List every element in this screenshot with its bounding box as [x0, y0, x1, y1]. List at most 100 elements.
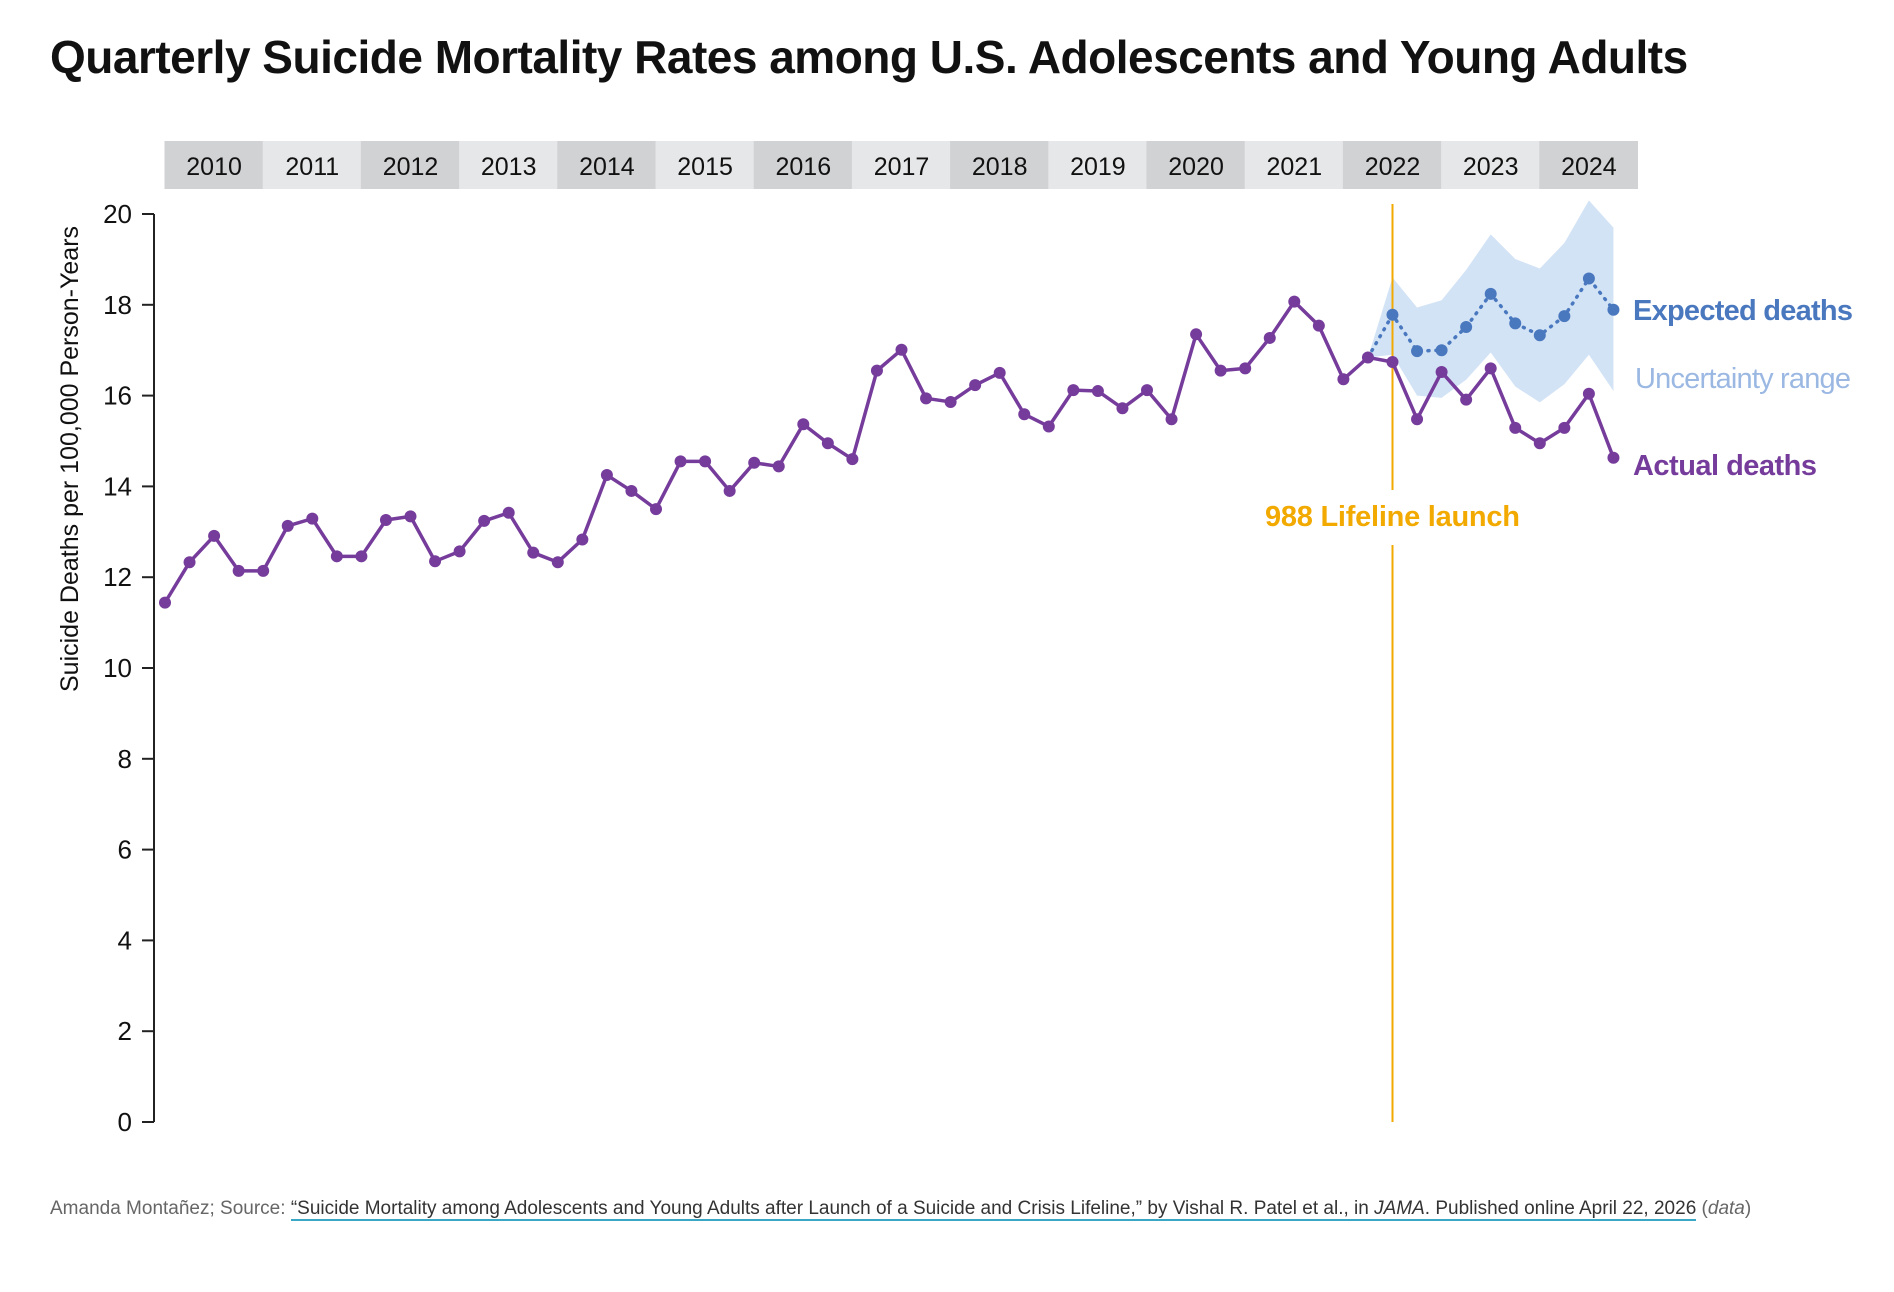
actual-point [748, 456, 761, 469]
legend-uncertainty: Uncertainty range [1635, 363, 1851, 395]
actual-point [379, 513, 392, 526]
actual-point [1533, 437, 1546, 450]
y-tick-label: 0 [118, 1107, 132, 1137]
actual-point [1239, 362, 1252, 375]
credit: Amanda Montañez; Source: [50, 1198, 291, 1219]
source-footer: Amanda Montañez; Source: “Suicide Mortal… [50, 1198, 1752, 1221]
year-label: 2012 [383, 153, 439, 181]
actual-point [625, 484, 638, 497]
y-axis-label: Suicide Deaths per 100,000 Person-Years [56, 226, 84, 692]
actual-point [993, 366, 1006, 379]
y-tick-label: 18 [103, 290, 132, 320]
actual-point [969, 379, 982, 392]
year-band [1146, 141, 1246, 189]
expected-point [1509, 317, 1522, 330]
actual-point [1018, 408, 1031, 421]
actual-point [404, 510, 417, 523]
actual-point [330, 550, 343, 563]
year-band [262, 141, 362, 189]
actual-point [1042, 420, 1055, 433]
expected-point [1411, 345, 1424, 358]
expected-point [1533, 329, 1546, 342]
launch-label: 988 Lifeline launch [1265, 501, 1520, 533]
actual-point [159, 596, 171, 609]
source-link[interactable]: “Suicide Mortality among Adolescents and… [290, 1198, 1697, 1221]
y-tick-label: 20 [103, 199, 132, 229]
expected-point [1435, 344, 1448, 357]
y-tick-label: 12 [103, 562, 132, 592]
actual-point [1484, 362, 1497, 375]
year-band [950, 141, 1049, 189]
actual-point [527, 546, 540, 559]
legend-actual: Actual deaths [1633, 450, 1817, 482]
year-label: 2019 [1070, 153, 1126, 181]
year-label: 2022 [1365, 153, 1421, 181]
actual-point [797, 418, 810, 431]
year-label: 2020 [1168, 153, 1224, 181]
year-band [1342, 141, 1442, 189]
year-label: 2016 [775, 153, 831, 181]
actual-point [1435, 365, 1448, 378]
year-label: 2010 [186, 153, 242, 181]
year-band [851, 141, 951, 189]
expected-point [1558, 310, 1571, 323]
year-band [1244, 141, 1344, 189]
y-tick-label: 4 [118, 925, 132, 955]
actual-point [723, 484, 736, 497]
actual-point [821, 437, 834, 450]
actual-point [257, 564, 270, 577]
actual-point [1165, 413, 1178, 426]
year-label: 2013 [481, 153, 537, 181]
actual-point [355, 550, 368, 563]
legend-expected: Expected deaths [1633, 295, 1853, 327]
chart-title: Quarterly Suicide Mortality Rates among … [50, 31, 1688, 83]
y-tick-label: 8 [118, 744, 132, 774]
actual-point [650, 503, 662, 516]
actual-point [846, 453, 859, 466]
actual-point [895, 343, 908, 356]
actual-point [551, 556, 564, 569]
actual-point [1141, 384, 1153, 397]
actual-point [1337, 373, 1350, 386]
y-tick-label: 14 [103, 471, 132, 501]
actual-point [920, 392, 933, 405]
actual-point [1411, 413, 1424, 426]
actual-point [944, 395, 957, 408]
actual-point [1214, 364, 1227, 377]
expected-point [1386, 308, 1399, 321]
actual-point [502, 506, 515, 519]
y-tick-label: 2 [118, 1016, 132, 1046]
actual-point [478, 514, 491, 527]
y-tick-label: 16 [103, 381, 132, 411]
actual-point [1582, 387, 1595, 400]
actual-point [208, 529, 221, 542]
actual-point [1386, 356, 1399, 369]
actual-point [281, 519, 294, 532]
actual-point [1263, 331, 1276, 344]
year-band [164, 141, 264, 189]
actual-point [1190, 328, 1203, 341]
actual-point [183, 556, 196, 569]
actual-point [232, 564, 245, 577]
expected-point [1460, 321, 1473, 334]
actual-point [772, 460, 785, 473]
actual-point [1558, 421, 1571, 434]
year-label: 2021 [1266, 153, 1322, 181]
year-band [1048, 141, 1147, 189]
actual-point [1312, 319, 1325, 332]
actual-point [1116, 402, 1129, 415]
actual-point [1361, 351, 1374, 364]
expected-point [1582, 272, 1595, 285]
year-band [655, 141, 755, 189]
expected-point [1607, 303, 1620, 316]
year-band [753, 141, 853, 189]
data-link[interactable]: data [1707, 1198, 1745, 1219]
year-label: 2018 [972, 153, 1028, 181]
year-band [1539, 141, 1638, 189]
actual-point [306, 512, 319, 525]
actual-point [453, 545, 466, 558]
year-band [459, 141, 558, 189]
year-label: 2017 [874, 153, 930, 181]
